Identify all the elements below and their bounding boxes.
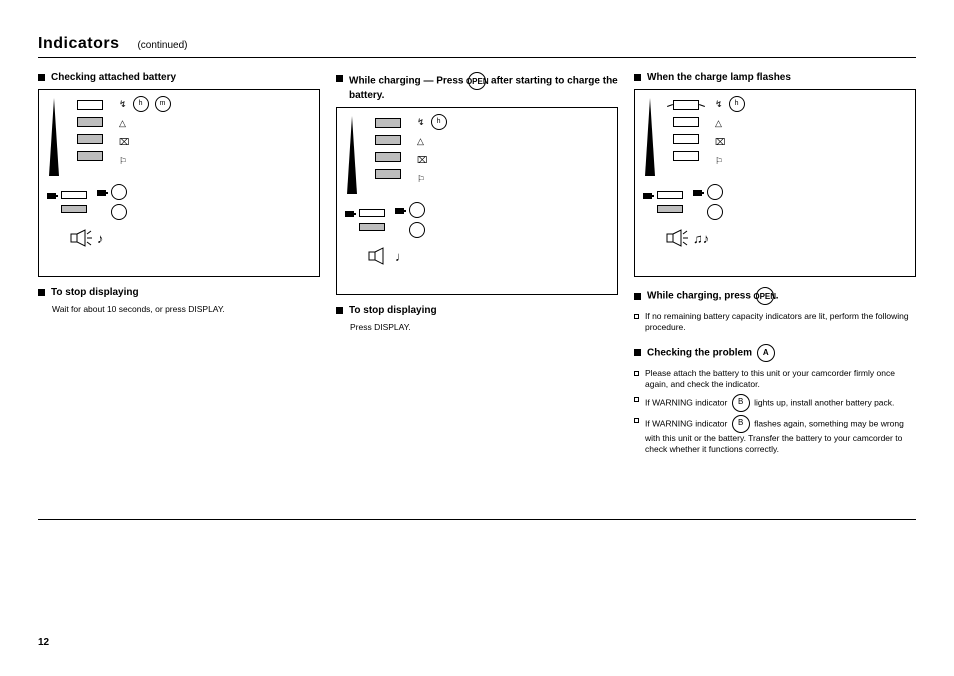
subsection-title-3: While charging, press OPEN.	[647, 287, 778, 305]
level-bar	[375, 169, 401, 179]
speaker-icon	[665, 228, 689, 248]
level-bar-flashing	[673, 100, 699, 110]
bullet-icon	[336, 307, 343, 314]
battery-icon	[643, 192, 653, 199]
status-circle-icon	[111, 204, 127, 220]
status-circle-icon	[111, 184, 127, 200]
note-icon: ♩	[395, 250, 408, 263]
level-bar	[375, 135, 401, 145]
small-bullet-icon	[634, 418, 639, 423]
x-box-icon: ⌧	[715, 137, 725, 147]
battery-bar	[657, 205, 683, 213]
status-circle-icon	[707, 204, 723, 220]
body-text-2: Press DISPLAY.	[350, 322, 618, 334]
subsection-title-2: To stop displaying	[349, 305, 437, 316]
battery-bar	[657, 191, 683, 199]
open-button-label: OPEN	[468, 72, 486, 90]
mode-circle-icon: h	[133, 96, 149, 112]
bullet-icon	[634, 74, 641, 81]
level-bar	[77, 134, 103, 144]
column-2: While charging — Press after starting to…	[336, 68, 618, 459]
small-bullet-icon	[634, 397, 639, 402]
column-3: When the charge lamp flashes ↯ h △ ⌧ ⚐	[634, 68, 916, 459]
section-title-3: When the charge lamp flashes	[647, 72, 791, 83]
note-icon: ♪	[97, 232, 104, 245]
section-title-1: Checking attached battery	[51, 72, 176, 83]
ref-label: B	[732, 415, 750, 433]
note-icon: ♫♪	[693, 232, 709, 245]
battery-bar	[61, 205, 87, 213]
divider-bottom	[38, 519, 916, 520]
mode-circle-icon: h	[431, 114, 447, 130]
subsection-title-4: Checking the problem A	[647, 344, 777, 362]
flag-icon: ⚐	[715, 156, 723, 166]
battery-icon	[395, 207, 405, 214]
indicator-panel-3: ↯ h △ ⌧ ⚐	[634, 89, 916, 277]
bolt-icon: ↯	[417, 117, 425, 127]
mode-circle-icon: m	[155, 96, 171, 112]
status-circle-icon	[409, 222, 425, 238]
level-bar	[77, 117, 103, 127]
battery-bar	[359, 223, 385, 231]
level-bar	[375, 118, 401, 128]
level-bar	[673, 151, 699, 161]
extra-text: Please attach the battery to this unit o…	[645, 368, 916, 391]
ref-label: B	[732, 394, 750, 412]
battery-icon	[693, 189, 703, 196]
triangle-icon: △	[119, 118, 126, 128]
ref-label: A	[757, 344, 775, 362]
indicator-panel-2: ↯ h △ ⌧ ⚐	[336, 107, 618, 295]
triangle-icon: △	[715, 118, 722, 128]
status-circle-icon	[409, 202, 425, 218]
small-bullet-icon	[634, 314, 639, 319]
battery-icon	[345, 210, 355, 217]
page-title: Indicators	[38, 35, 119, 53]
content-columns: Checking attached battery ↯ h m △ ⌧	[38, 68, 916, 459]
level-bar	[375, 152, 401, 162]
open-button-label: OPEN	[756, 287, 774, 305]
extra-text: If no remaining battery capacity indicat…	[645, 311, 916, 334]
bolt-icon: ↯	[119, 99, 127, 109]
x-box-icon: ⌧	[119, 137, 129, 147]
level-bar	[673, 117, 699, 127]
level-bar	[673, 134, 699, 144]
battery-icon	[47, 192, 57, 199]
flag-icon: ⚐	[119, 156, 127, 166]
battery-bar	[359, 209, 385, 217]
extra-text: If WARNING indicator B flashes again, so…	[645, 415, 916, 456]
section-title-2: While charging — Press after starting to…	[349, 72, 618, 101]
bolt-icon: ↯	[715, 99, 723, 109]
subsection-title-1: To stop displaying	[51, 287, 139, 298]
triangle-icon: △	[417, 136, 424, 146]
status-circle-icon	[707, 184, 723, 200]
bullet-icon	[336, 75, 343, 82]
page-number: 12	[38, 637, 49, 648]
level-bar	[77, 151, 103, 161]
mode-circle-icon: h	[729, 96, 745, 112]
bullet-icon	[634, 293, 641, 300]
bullet-icon	[634, 349, 641, 356]
extra-text: If WARNING indicator B lights up, instal…	[645, 394, 894, 412]
column-1: Checking attached battery ↯ h m △ ⌧	[38, 68, 320, 459]
battery-icon	[97, 189, 107, 196]
page-subtitle: (continued)	[137, 40, 187, 51]
x-box-icon: ⌧	[417, 155, 427, 165]
body-text-1: Wait for about 10 seconds, or press DISP…	[52, 304, 320, 316]
bullet-icon	[38, 74, 45, 81]
battery-bar	[61, 191, 87, 199]
level-bar	[77, 100, 103, 110]
small-bullet-icon	[634, 371, 639, 376]
divider-top	[38, 57, 916, 58]
flag-icon: ⚐	[417, 174, 425, 184]
bullet-icon	[38, 289, 45, 296]
speaker-icon	[367, 246, 391, 266]
indicator-panel-1: ↯ h m △ ⌧ ⚐	[38, 89, 320, 277]
speaker-icon	[69, 228, 93, 248]
